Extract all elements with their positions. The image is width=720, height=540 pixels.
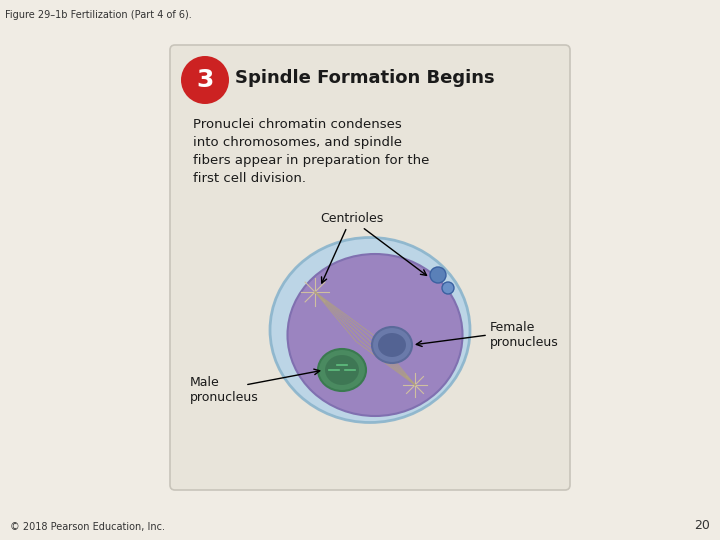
- Text: Centrioles: Centrioles: [320, 212, 384, 225]
- Ellipse shape: [270, 238, 470, 422]
- Circle shape: [181, 56, 229, 104]
- Text: Male
pronucleus: Male pronucleus: [190, 376, 258, 404]
- Text: © 2018 Pearson Education, Inc.: © 2018 Pearson Education, Inc.: [10, 522, 165, 532]
- Text: Spindle Formation Begins: Spindle Formation Begins: [235, 69, 495, 87]
- Ellipse shape: [318, 349, 366, 391]
- Text: 3: 3: [197, 68, 214, 92]
- Ellipse shape: [287, 254, 462, 416]
- Circle shape: [430, 267, 446, 283]
- Text: 20: 20: [694, 519, 710, 532]
- Text: Pronuclei chromatin condenses
into chromosomes, and spindle
fibers appear in pre: Pronuclei chromatin condenses into chrom…: [193, 118, 429, 185]
- Ellipse shape: [378, 333, 406, 357]
- Text: Female
pronucleus: Female pronucleus: [490, 321, 559, 349]
- Ellipse shape: [325, 355, 359, 385]
- Circle shape: [442, 282, 454, 294]
- Text: Figure 29–1b Fertilization (Part 4 of 6).: Figure 29–1b Fertilization (Part 4 of 6)…: [5, 10, 192, 20]
- FancyBboxPatch shape: [170, 45, 570, 490]
- Ellipse shape: [372, 327, 412, 363]
